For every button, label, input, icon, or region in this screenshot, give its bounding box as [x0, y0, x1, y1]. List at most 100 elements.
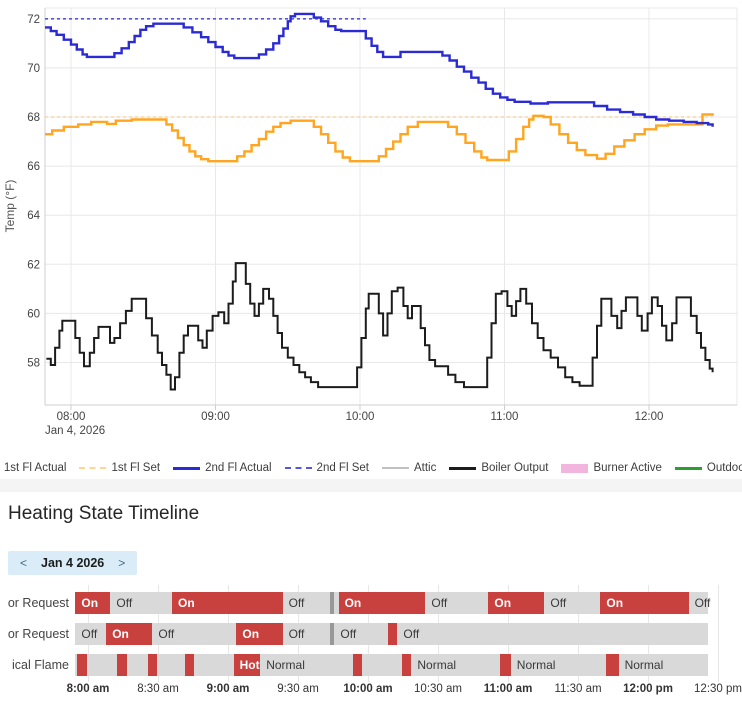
- timeline-row-label: ical Flame: [12, 658, 69, 672]
- x-axis-date-label: Jan 4, 2026: [45, 425, 105, 437]
- prev-day-button[interactable]: <: [20, 556, 28, 570]
- legend-item-attic[interactable]: Attic: [381, 462, 437, 474]
- series-2nd-fl-actual: [45, 12, 714, 127]
- timeline-axis-label: 12:30 pm: [694, 683, 742, 695]
- timeline-segment-label: Normal: [624, 658, 664, 672]
- timeline-segment-on[interactable]: [338, 592, 426, 614]
- chart-legend: 1st Fl Actual 1st Fl Set 2nd Fl Actual 2nd …: [0, 459, 742, 477]
- timeline-axis-label: 11:30 am: [554, 683, 602, 695]
- timeline-axis-label: 9:00 am: [206, 683, 250, 695]
- legend-label: Outdoors 26: [706, 462, 742, 474]
- legend-item-outdoors-26[interactable]: Outdoors 26: [674, 462, 742, 474]
- timeline-segment-label: On: [344, 596, 362, 610]
- divider-band: [0, 479, 742, 492]
- timeline-segment-on[interactable]: [352, 654, 363, 676]
- timeline-segment-label: On: [177, 596, 195, 610]
- timeline-track: Off On Off On Off Off Off: [75, 623, 709, 645]
- heating-state-timeline: or Request On Off On Off On Off On Off On Off or Re…: [0, 585, 742, 704]
- timeline-segment-label: On: [606, 596, 624, 610]
- timeline-axis-label: 10:30 am: [414, 683, 462, 695]
- x-tick-label: 09:00: [201, 411, 230, 423]
- timeline-segment-on[interactable]: [236, 623, 283, 645]
- x-tick-label: 08:00: [57, 411, 86, 423]
- next-day-button[interactable]: >: [118, 556, 126, 570]
- timeline-segment-label: Off: [81, 627, 98, 641]
- timeline-segment-on[interactable]: [117, 654, 128, 676]
- legend-label: 1st Fl Set: [111, 462, 161, 474]
- x-tick-label: 10:00: [346, 411, 375, 423]
- timeline-segment-label: Normal: [516, 658, 556, 672]
- legend-swatch: [674, 466, 702, 470]
- timeline-segment-label: On: [494, 596, 512, 610]
- timeline-segment-on[interactable]: [106, 623, 153, 645]
- temperature-chart-svg: 72 70 68 66 64 62 60 58 08:00 09:00 10:00 11:00 12:0…: [3, 7, 738, 437]
- legend-item-2nd-fl-set[interactable]: 2nd Fl Set: [284, 462, 369, 474]
- timeline-segment-label: Off: [116, 596, 133, 610]
- timeline-segment-on[interactable]: [488, 592, 545, 614]
- y-tick-label: 58: [27, 358, 40, 370]
- legend-label: 1st Fl Actual: [3, 462, 67, 474]
- timeline-axis-label: 12:00 pm: [623, 683, 673, 695]
- timeline-segment-on[interactable]: [233, 654, 261, 676]
- legend-item-1st-fl-set[interactable]: 1st Fl Set: [79, 462, 160, 474]
- timeline-segment-label: Off: [158, 627, 175, 641]
- series-boiler-output: [46, 262, 714, 391]
- legend-swatch: [284, 467, 312, 469]
- legend-item-1st-fl-actual[interactable]: 1st Fl Actual: [0, 462, 67, 474]
- date-label: Jan 4 2026: [41, 556, 105, 570]
- legend-item-burner-active[interactable]: Burner Active: [561, 462, 662, 474]
- legend-label: Burner Active: [593, 462, 662, 474]
- timeline-segment-label: Hot: [239, 658, 260, 672]
- timeline-segment-label: Off: [431, 596, 448, 610]
- timeline-track: On Off On Off On Off On Off On Off: [75, 592, 711, 614]
- timeline-segment-label: On: [81, 596, 99, 610]
- timeline-row: ical Flame Hot Normal Normal Normal Normal: [0, 654, 742, 676]
- timeline-segment-on[interactable]: [401, 654, 412, 676]
- timeline-segment-on[interactable]: [148, 654, 157, 676]
- timeline-axis-label: 8:30 am: [137, 683, 179, 695]
- series-1st-fl-actual: [45, 113, 714, 163]
- timeline-segment-on[interactable]: [600, 592, 689, 614]
- timeline-segment-on[interactable]: [605, 654, 619, 676]
- timeline-segment-on[interactable]: [499, 654, 511, 676]
- timeline-segment-on[interactable]: [184, 654, 195, 676]
- x-tick-label: 11:00: [491, 411, 519, 423]
- timeline-row: or Request Off On Off On Off Off Off: [0, 623, 742, 645]
- y-tick-label: 64: [27, 210, 40, 222]
- date-nav: < Jan 4 2026 >: [8, 551, 138, 575]
- y-tick-label: 62: [27, 259, 40, 271]
- y-tick-label: 60: [27, 308, 40, 320]
- timeline-segment-label: Off: [550, 596, 567, 610]
- y-tick-label: 72: [27, 14, 40, 26]
- timeline-gridline: [718, 585, 719, 682]
- timeline-axis-label: 11:00 am: [483, 683, 533, 695]
- timeline-segment-label: Off: [340, 627, 357, 641]
- legend-label: 2nd Fl Set: [316, 462, 369, 474]
- legend-swatch: [381, 467, 409, 469]
- legend-label: Boiler Output: [481, 462, 549, 474]
- legend-swatch: [173, 466, 201, 470]
- timeline-segment-on[interactable]: [76, 654, 87, 676]
- y-tick-label: 68: [27, 112, 40, 124]
- timeline-segment-label: Normal: [266, 658, 305, 672]
- y-tick-label: 70: [27, 63, 40, 75]
- legend-item-boiler-output[interactable]: Boiler Output: [449, 462, 548, 474]
- legend-swatch: [561, 463, 589, 473]
- timeline-separator: [330, 592, 335, 614]
- legend-item-2nd-fl-actual[interactable]: 2nd Fl Actual: [173, 462, 272, 474]
- legend-label: Attic: [413, 462, 437, 474]
- legend-swatch: [449, 466, 477, 470]
- timeline-segment-label: On: [112, 627, 129, 641]
- timeline-segment-on[interactable]: [75, 592, 111, 614]
- timeline-segment-on[interactable]: [171, 592, 283, 614]
- x-tick-label: 12:00: [635, 411, 664, 423]
- timeline-segment-label: Off: [403, 627, 420, 641]
- timeline-segment-label: Off: [694, 596, 711, 610]
- timeline-segment-on[interactable]: [387, 623, 398, 645]
- legend-swatch: [79, 467, 107, 469]
- y-axis-title: Temp (°F): [3, 180, 17, 233]
- timeline-segment-label: Off: [288, 596, 305, 610]
- temperature-chart[interactable]: 72 70 68 66 64 62 60 58 08:00 09:00 10:00 11:00 12:0…: [0, 0, 742, 440]
- legend-label: 2nd Fl Actual: [205, 462, 272, 474]
